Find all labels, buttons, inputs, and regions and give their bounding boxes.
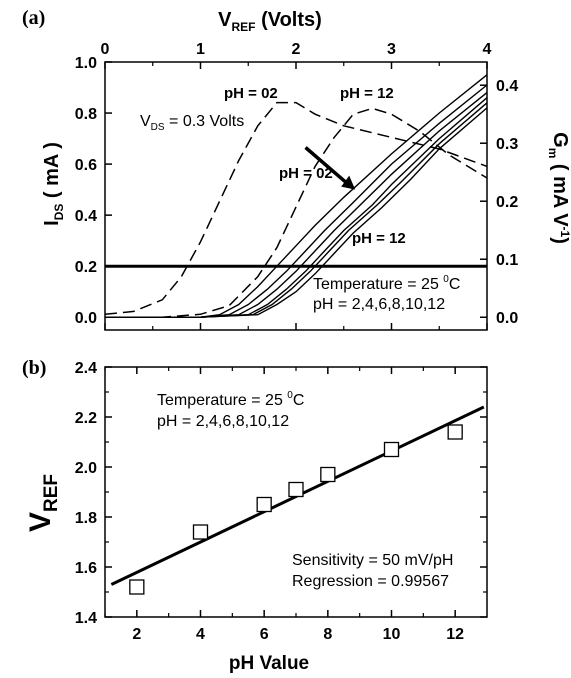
panel-a-right-tick-label: 0.4 <box>496 78 518 95</box>
ids-ph12-label: pH = 12 <box>352 230 406 247</box>
gm-curve-7 <box>105 107 488 318</box>
gm-curve-6 <box>104 101 488 316</box>
panel-b: (b) VREF pH Value 2 4 6 8 10 12 1.4 1.6 1.8 2.0 2.… <box>22 357 488 674</box>
panel-b-y-tick-label: 1.8 <box>75 510 97 527</box>
gm-ph12-label: pH = 12 <box>340 85 394 102</box>
panel-b-y-axis-title: VREF <box>24 474 62 532</box>
panel-b-x-tick-label: 4 <box>196 626 205 643</box>
panel-a-x-tick-label: 1 <box>196 41 205 58</box>
panel-a-x-tick-label: 0 <box>101 41 110 58</box>
panel-a-temperature-label: Temperature = 25 0C <box>313 274 460 293</box>
panel-a-left-tick-label: 0.8 <box>75 106 97 123</box>
panel-b-y-tick-label: 2.4 <box>75 360 97 377</box>
ph-direction-arrow <box>304 146 350 186</box>
panel-a-left-tick-label: 0.2 <box>75 259 97 276</box>
panel-b-data-point <box>129 579 145 595</box>
panel-b-data-point <box>447 424 463 440</box>
panel-b-y-tick-label: 2.0 <box>75 460 97 477</box>
panel-b-y-tick-label: 2.2 <box>75 410 97 427</box>
panel-a-x-tick-label: 2 <box>292 41 301 58</box>
panel-b-ph-list-label: pH = 2,4,6,8,10,12 <box>157 413 289 430</box>
panel-b-y-tick-label: 1.4 <box>75 610 97 627</box>
panel-a-label: (a) <box>22 7 45 29</box>
panel-b-data-point <box>320 466 336 483</box>
panel-a-plot-area <box>104 74 488 318</box>
panel-a-right-tick-label: 0.1 <box>496 252 518 269</box>
panel-a-right-axis-title: Gm ( mA V-1) <box>546 132 571 244</box>
panel-b-x-tick-label: 8 <box>323 626 332 643</box>
panel-a-left-tick-label: 0.0 <box>75 310 97 327</box>
panel-a-right-tick-label: 0.0 <box>496 310 518 327</box>
panel-a-left-tick-label: 1.0 <box>75 55 97 72</box>
regression-label: Regression = 0.99567 <box>292 573 449 590</box>
panel-b-axes: 2 4 6 8 10 12 1.4 1.6 1.8 2.0 2.2 2.4 <box>75 360 488 643</box>
panel-b-data-point <box>383 441 400 458</box>
panel-a-right-tick-label: 0.2 <box>496 194 518 211</box>
panel-b-data-point <box>256 496 272 513</box>
ph-direction-arrowhead <box>341 175 356 190</box>
panel-b-y-tick-label: 1.6 <box>75 560 97 577</box>
panel-b-data-point <box>192 524 209 540</box>
ids-curve-5 <box>105 107 488 318</box>
panel-a-axes: 0 1 2 3 4 0.0 0.2 0.4 0.6 0.8 1.0 0.0 0.1 0.2 0.3 0.4 <box>75 41 518 331</box>
sensitivity-label: Sensitivity = 50 mV/pH <box>292 552 453 569</box>
panel-b-data-point <box>288 481 304 498</box>
panel-a-left-tick-label: 0.4 <box>75 208 97 225</box>
panel-a-x-tick-label: 4 <box>483 41 492 58</box>
panel-b-x-axis-title: pH Value <box>229 653 309 674</box>
panel-b-x-tick-label: 12 <box>446 626 464 643</box>
panel-a-left-tick-label: 0.6 <box>75 157 97 174</box>
panel-a-x-tick-label: 3 <box>387 41 396 58</box>
panel-b-temperature-label: Temperature = 25 0C <box>157 390 304 409</box>
panel-b-x-tick-label: 10 <box>383 626 401 643</box>
panel-b-plot-area <box>110 405 485 595</box>
panel-b-x-tick-label: 6 <box>260 626 269 643</box>
vds-annotation: VDS = 0.3 Volts <box>140 113 244 133</box>
panel-a-top-axis-title: VREF (Volts) <box>218 9 322 34</box>
panel-a-ph-list-label: pH = 2,4,6,8,10,12 <box>313 296 445 313</box>
panel-b-x-tick-label: 2 <box>132 626 141 643</box>
gm-ph02-label: pH = 02 <box>224 85 278 102</box>
panel-a-right-tick-label: 0.3 <box>496 136 518 153</box>
panel-b-label: (b) <box>22 357 46 379</box>
panel-a: (a) VREF (Volts) IDS ( mA ) Gm ( mA V-1)… <box>22 7 571 331</box>
ids-ph02-label: pH = 02 <box>279 165 333 182</box>
panel-a-left-axis-title: IDS ( mA ) <box>41 142 66 226</box>
